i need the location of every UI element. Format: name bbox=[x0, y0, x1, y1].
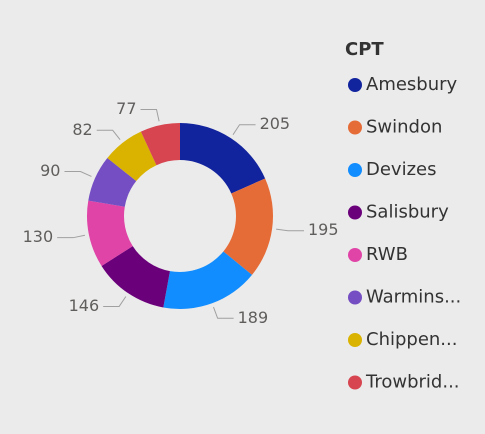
legend-marker bbox=[348, 78, 362, 92]
leader-line bbox=[232, 124, 256, 136]
legend-label: Trowbrid... bbox=[365, 372, 460, 393]
leader-line bbox=[103, 296, 127, 307]
legend-marker bbox=[348, 120, 362, 135]
slice bbox=[163, 251, 253, 309]
slice bbox=[87, 200, 133, 266]
leader-line bbox=[57, 234, 86, 239]
data-label: 146 bbox=[69, 296, 100, 315]
legend-marker bbox=[348, 290, 362, 305]
legend-label: Swindon bbox=[366, 117, 442, 138]
legend-label: RWB bbox=[366, 244, 408, 265]
slice bbox=[140, 123, 180, 166]
leader-line bbox=[96, 129, 121, 141]
legend-marker bbox=[348, 375, 362, 390]
leader-line bbox=[64, 171, 92, 177]
legend-marker bbox=[348, 205, 362, 220]
legend-marker bbox=[348, 248, 362, 262]
legend-label: Salisbury bbox=[366, 202, 449, 223]
leader-line bbox=[213, 306, 234, 319]
slice bbox=[107, 131, 157, 182]
data-label: 205 bbox=[260, 114, 291, 133]
data-label: 195 bbox=[308, 220, 339, 239]
legend-label: Devizes bbox=[366, 159, 437, 180]
legend-marker bbox=[348, 333, 362, 347]
legend-label: Warmins... bbox=[366, 287, 461, 308]
data-label: 189 bbox=[238, 308, 269, 327]
legend-marker bbox=[348, 163, 362, 177]
legend-label: Chippen... bbox=[366, 329, 457, 350]
slice bbox=[101, 246, 170, 308]
data-label: 77 bbox=[116, 99, 136, 118]
data-label: 82 bbox=[72, 120, 92, 139]
data-label: 130 bbox=[23, 227, 54, 246]
slice bbox=[180, 123, 266, 194]
legend-label: Amesbury bbox=[366, 74, 458, 95]
leader-line bbox=[276, 228, 305, 232]
leader-line bbox=[140, 109, 160, 122]
slice bbox=[223, 178, 273, 275]
legend-title: CPT bbox=[345, 39, 384, 60]
slice bbox=[88, 157, 137, 207]
data-label: 90 bbox=[40, 161, 60, 180]
